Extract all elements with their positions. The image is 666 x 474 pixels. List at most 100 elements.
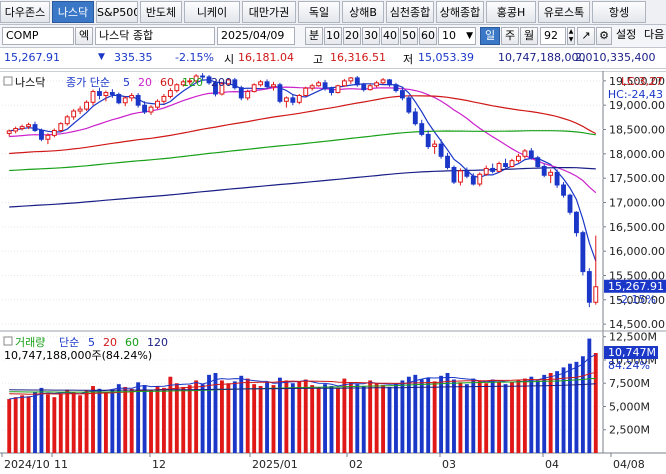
market-tab-2[interactable]: S&P500 <box>96 1 138 23</box>
market-tab-12[interactable]: 항셍 <box>592 1 646 23</box>
candle-body <box>548 171 554 176</box>
last-volume-tag-bg <box>604 346 658 360</box>
price-panel-title: 나스닥 <box>15 76 45 89</box>
volume-bar <box>464 384 469 453</box>
time-tick-label: 04 <box>545 458 559 471</box>
period-month-button[interactable]: 월 <box>520 27 538 45</box>
volume-bar <box>535 380 540 453</box>
minute-10-button[interactable]: 10 <box>324 27 342 45</box>
candle-body <box>245 91 251 99</box>
candle-body <box>6 130 12 134</box>
market-tab-11[interactable]: 유로스톡 <box>538 1 590 23</box>
price-tick-label: 15,500.00 <box>609 269 665 282</box>
candle-body <box>13 128 19 132</box>
candle-body <box>316 82 322 87</box>
market-tab-3[interactable]: 반도체 <box>140 1 182 23</box>
price-ma-legend-20: 20 <box>138 76 152 89</box>
minute-unit-button[interactable]: 분 <box>305 27 323 45</box>
volume-bar <box>394 384 398 453</box>
market-tab-7[interactable]: 상해B <box>342 1 384 23</box>
volume-bar <box>348 382 353 453</box>
volume-bar <box>336 387 340 453</box>
candle-body <box>380 79 386 84</box>
market-tab-8[interactable]: 심천종합 <box>386 1 434 23</box>
date-input[interactable]: 2025/04/09 <box>217 27 295 45</box>
count-input[interactable]: 92 <box>540 27 566 45</box>
volume-bar <box>342 378 347 453</box>
minute-60-button[interactable]: 60 <box>419 27 437 45</box>
volume-bar <box>368 380 373 453</box>
candle-body <box>361 84 367 91</box>
volume-bar <box>213 373 218 453</box>
candle-body <box>445 155 450 168</box>
volume-bar <box>323 384 327 453</box>
period-select[interactable]: 10 ▼ <box>438 27 476 45</box>
candle-body <box>109 92 115 95</box>
volume-ma-60-line <box>9 377 596 393</box>
candle-body <box>161 95 167 102</box>
candle-body <box>71 110 77 118</box>
volume-bar <box>252 384 257 453</box>
market-tab-4[interactable]: 니케이 <box>184 1 240 23</box>
candle-body <box>593 286 599 303</box>
candle-body <box>155 100 160 108</box>
candle-body <box>45 134 51 140</box>
symbol-input[interactable]: COMP <box>2 27 74 45</box>
market-tab-9[interactable]: 상해종합 <box>436 1 484 23</box>
volume-bar <box>471 378 476 453</box>
volume-bar <box>271 385 276 453</box>
candle-body <box>335 85 341 94</box>
period-day-button[interactable]: 일 <box>480 27 500 45</box>
chart-area[interactable]: 19,500.00 19,000.00 18,500.00 18,000.00 17,5… <box>0 71 666 474</box>
candle-body <box>271 84 276 88</box>
candle-body <box>367 85 373 91</box>
period-week-button[interactable]: 주 <box>501 27 519 45</box>
gear-icon[interactable]: ⚙ <box>596 27 612 45</box>
market-tab-1[interactable]: 나스닥 <box>52 1 94 23</box>
candle-body <box>219 83 225 95</box>
market-tab-10[interactable]: 홍콩H <box>486 1 536 23</box>
volume-ma-legend-60: 60 <box>125 336 139 349</box>
candle-body <box>515 155 521 162</box>
volume-bar <box>174 383 179 453</box>
minute-20-button[interactable]: 20 <box>343 27 361 45</box>
volume-bar <box>381 385 386 453</box>
volume-ma-label: 단순 <box>59 336 79 349</box>
market-tab-6[interactable]: 독일 <box>298 1 340 23</box>
candle-body <box>503 163 508 167</box>
volume-tick-label: 12,500M <box>609 331 657 344</box>
market-tab-0[interactable]: 다우존스 <box>0 1 50 23</box>
volume-bar <box>529 376 534 453</box>
draw-tool-icon[interactable]: ↗ <box>577 27 595 45</box>
minute-50-button[interactable]: 50 <box>400 27 418 45</box>
price-ma-legend-60: 60 <box>160 76 174 89</box>
price-ma-legend-5: 5 <box>123 76 130 89</box>
candle-body <box>174 84 180 92</box>
candle-body <box>129 94 135 99</box>
volume-bar <box>20 395 25 453</box>
next-button[interactable]: 다음 <box>644 28 665 41</box>
count-spin-icon[interactable]: ▲ ▼ <box>567 27 575 45</box>
symbol-search-button[interactable]: 엑 <box>75 27 93 45</box>
volume-value: 10,747,188,000 <box>498 51 586 64</box>
candle-body <box>535 157 541 167</box>
lc-label: LC:3,27 <box>621 75 663 88</box>
market-tab-5[interactable]: 대만가권 <box>242 1 296 23</box>
volume-bar <box>265 382 269 453</box>
chevron-down-icon: ▼ <box>466 31 473 41</box>
volume-bar <box>439 375 444 453</box>
volume-bar <box>490 379 495 453</box>
candle-body <box>561 184 566 196</box>
volume-bar <box>329 386 334 453</box>
candle-body <box>251 84 257 93</box>
minute-30-button[interactable]: 30 <box>362 27 380 45</box>
candle-body <box>122 97 128 104</box>
volume-bar <box>84 390 89 453</box>
price-ma-5-line <box>9 79 597 262</box>
settings-button[interactable]: 설정 <box>616 28 637 41</box>
candle-body <box>135 94 141 106</box>
volume-bar <box>155 386 160 453</box>
volume-tick-label: 5,000M <box>609 400 650 413</box>
candle-body <box>541 165 547 176</box>
minute-40-button[interactable]: 40 <box>381 27 399 45</box>
